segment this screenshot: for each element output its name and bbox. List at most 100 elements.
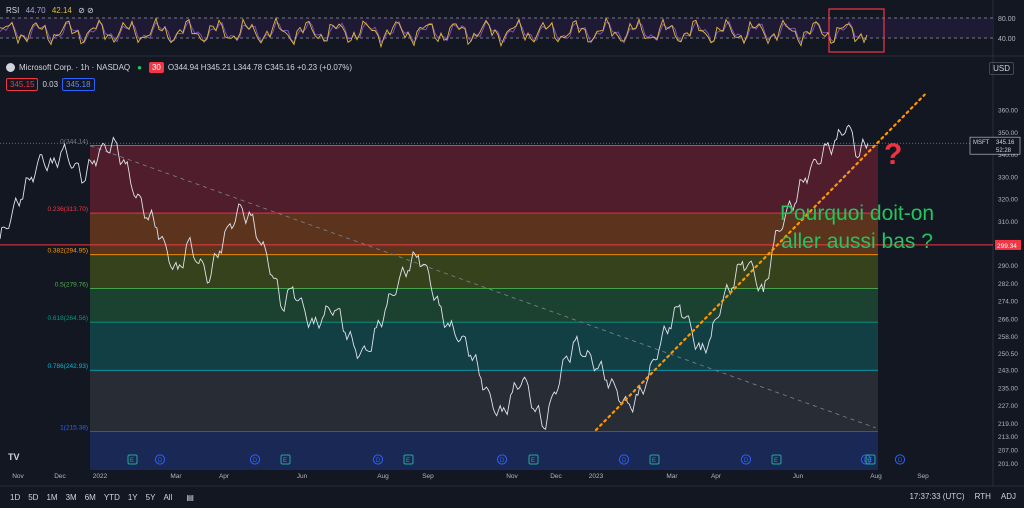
x-tick-label: Dec bbox=[550, 473, 562, 480]
fib-zone-4 bbox=[90, 322, 878, 371]
bottom-toolbar: 1D 5D 1M 3M 6M YTD 1Y 5Y All ▤ 17:37:33 (UTC) RT… bbox=[0, 486, 1024, 508]
x-tick-label: Apr bbox=[711, 473, 722, 480]
fib-level-label: 0.786(242.93) bbox=[48, 363, 88, 370]
tradingview-logo: TV bbox=[8, 452, 20, 462]
marker-price-tag-bg bbox=[995, 239, 1021, 250]
timeframe-all[interactable]: All bbox=[163, 492, 173, 502]
symbol-legend: Microsoft Corp. · 1h · NASDAQ ● 30 O344.… bbox=[6, 62, 352, 73]
earnings-marker[interactable] bbox=[403, 454, 414, 465]
dividend-marker[interactable] bbox=[154, 454, 166, 465]
dividend-marker[interactable] bbox=[496, 454, 508, 465]
adj-toggle[interactable]: ADJ bbox=[1000, 492, 1016, 501]
y-tick-label: 207.00 bbox=[998, 448, 1018, 455]
price-series-line[interactable] bbox=[0, 124, 869, 431]
rsi-tick-label: 40.00 bbox=[998, 36, 1016, 43]
x-tick-label: Sep bbox=[422, 473, 434, 480]
timeframe-5y[interactable]: 5Y bbox=[145, 492, 156, 502]
x-tick-label: Mar bbox=[170, 473, 182, 480]
x-tick-label: 2022 bbox=[93, 473, 108, 480]
timeframe-buttons: 1D 5D 1M 3M 6M YTD 1Y 5Y All bbox=[10, 493, 172, 502]
x-tick-label: Sep bbox=[917, 473, 929, 480]
dividend-marker[interactable] bbox=[860, 454, 872, 465]
currency-selector[interactable]: USD bbox=[989, 62, 1014, 75]
fib-zone-0 bbox=[90, 145, 878, 214]
y-tick-label: 266.00 bbox=[998, 316, 1018, 323]
earnings-marker[interactable] bbox=[771, 454, 782, 465]
y-tick-label: 243.00 bbox=[998, 368, 1018, 375]
y-tick-label: 340.00 bbox=[998, 152, 1018, 159]
y-tick-label: 227.00 bbox=[998, 403, 1018, 410]
annotation-line-1: Pourquoi doit-on bbox=[780, 202, 935, 225]
earnings-marker[interactable] bbox=[865, 454, 876, 465]
clock[interactable]: 17:37:33 (UTC) bbox=[909, 492, 965, 501]
fib-level-label: 0(344.14) bbox=[60, 138, 88, 145]
bid-price[interactable]: 345.15 bbox=[6, 78, 39, 91]
timeframe-1d[interactable]: 1D bbox=[10, 492, 21, 502]
x-tick-label: Mar bbox=[666, 473, 678, 480]
current-price-symbol: MSFT bbox=[973, 140, 990, 146]
y-tick-label: 360.00 bbox=[998, 108, 1018, 115]
trendline-up[interactable] bbox=[594, 93, 926, 432]
y-tick-label: 258.00 bbox=[998, 334, 1018, 341]
bid-ask: 345.15 0.03 345.18 bbox=[6, 78, 95, 91]
dividend-marker[interactable] bbox=[372, 454, 384, 465]
calendar-icon[interactable]: ▤ bbox=[186, 492, 194, 502]
x-tick-label: Nov bbox=[12, 473, 24, 480]
timeframe-ytd[interactable]: YTD bbox=[103, 492, 120, 502]
timeframe-1y[interactable]: 1Y bbox=[127, 492, 138, 502]
rsi-band bbox=[0, 18, 993, 38]
earnings-marker[interactable] bbox=[528, 454, 539, 465]
rsi-line bbox=[0, 16, 868, 49]
timeframe-3m[interactable]: 3M bbox=[65, 492, 77, 502]
earnings-marker[interactable] bbox=[127, 454, 138, 465]
ask-price[interactable]: 345.18 bbox=[62, 78, 95, 91]
earnings-marker-label: E bbox=[406, 458, 410, 464]
dividend-marker-label: D bbox=[898, 458, 903, 464]
fib-zone-2 bbox=[90, 254, 878, 289]
earnings-marker-label: E bbox=[652, 458, 656, 464]
fib-level-label: 0.236(313.70) bbox=[48, 206, 88, 213]
earnings-marker-label: E bbox=[868, 458, 872, 464]
x-tick-label: Dec bbox=[54, 473, 66, 480]
dividend-marker[interactable] bbox=[740, 454, 752, 465]
timeframe-1m[interactable]: 1M bbox=[46, 492, 58, 502]
rsi-extra-icons[interactable]: ⊘ ⊘ bbox=[78, 6, 94, 15]
dividend-marker-label: D bbox=[500, 458, 505, 464]
dividend-marker[interactable] bbox=[249, 454, 261, 465]
earnings-marker-label: E bbox=[531, 458, 535, 464]
timeframe-6m[interactable]: 6M bbox=[84, 492, 96, 502]
rth-toggle[interactable]: RTH bbox=[974, 492, 991, 501]
timeframe-5d[interactable]: 5D bbox=[28, 492, 39, 502]
y-tick-label: 310.00 bbox=[998, 219, 1018, 226]
symbol-title[interactable]: Microsoft Corp. · 1h · NASDAQ bbox=[19, 63, 131, 72]
dividend-marker-label: D bbox=[376, 458, 381, 464]
trendline-down[interactable] bbox=[89, 145, 876, 429]
y-tick-label: 250.50 bbox=[998, 351, 1018, 358]
dividend-marker-label: D bbox=[744, 458, 749, 464]
x-tick-label: Apr bbox=[219, 473, 230, 480]
x-tick-label: Nov bbox=[506, 473, 518, 480]
rsi-legend: RSI 44.70 42.14 ⊘ ⊘ bbox=[6, 6, 98, 15]
ohlc-values: O344.94 H345.21 L344.78 C345.16 +0.23 (+… bbox=[167, 63, 353, 72]
dividend-marker-label: D bbox=[158, 458, 163, 464]
dividend-marker-label: D bbox=[622, 458, 627, 464]
x-tick-label: Jun bbox=[297, 473, 308, 480]
dividend-marker[interactable] bbox=[894, 454, 906, 465]
marker-price-tag: 299.34 bbox=[997, 243, 1017, 250]
earnings-marker[interactable] bbox=[280, 454, 291, 465]
earnings-marker-label: E bbox=[774, 458, 778, 464]
y-tick-label: 274.00 bbox=[998, 299, 1018, 306]
text-annotation: Pourquoi doit-on aller aussi bas ? bbox=[780, 200, 934, 257]
dividend-marker[interactable] bbox=[618, 454, 630, 465]
x-tick-label: Jun bbox=[793, 473, 804, 480]
fib-zone-5 bbox=[90, 370, 878, 432]
spread: 0.03 bbox=[42, 80, 59, 89]
y-tick-label: 213.00 bbox=[998, 434, 1018, 441]
annotation-line-2: aller aussi bas ? bbox=[781, 230, 933, 254]
earnings-marker[interactable] bbox=[649, 454, 660, 465]
fib-level-label: 0.5(279.76) bbox=[55, 281, 88, 288]
fib-zone-6 bbox=[90, 431, 878, 470]
rsi-name: RSI bbox=[6, 6, 20, 15]
x-tick-label: Aug bbox=[870, 473, 882, 480]
